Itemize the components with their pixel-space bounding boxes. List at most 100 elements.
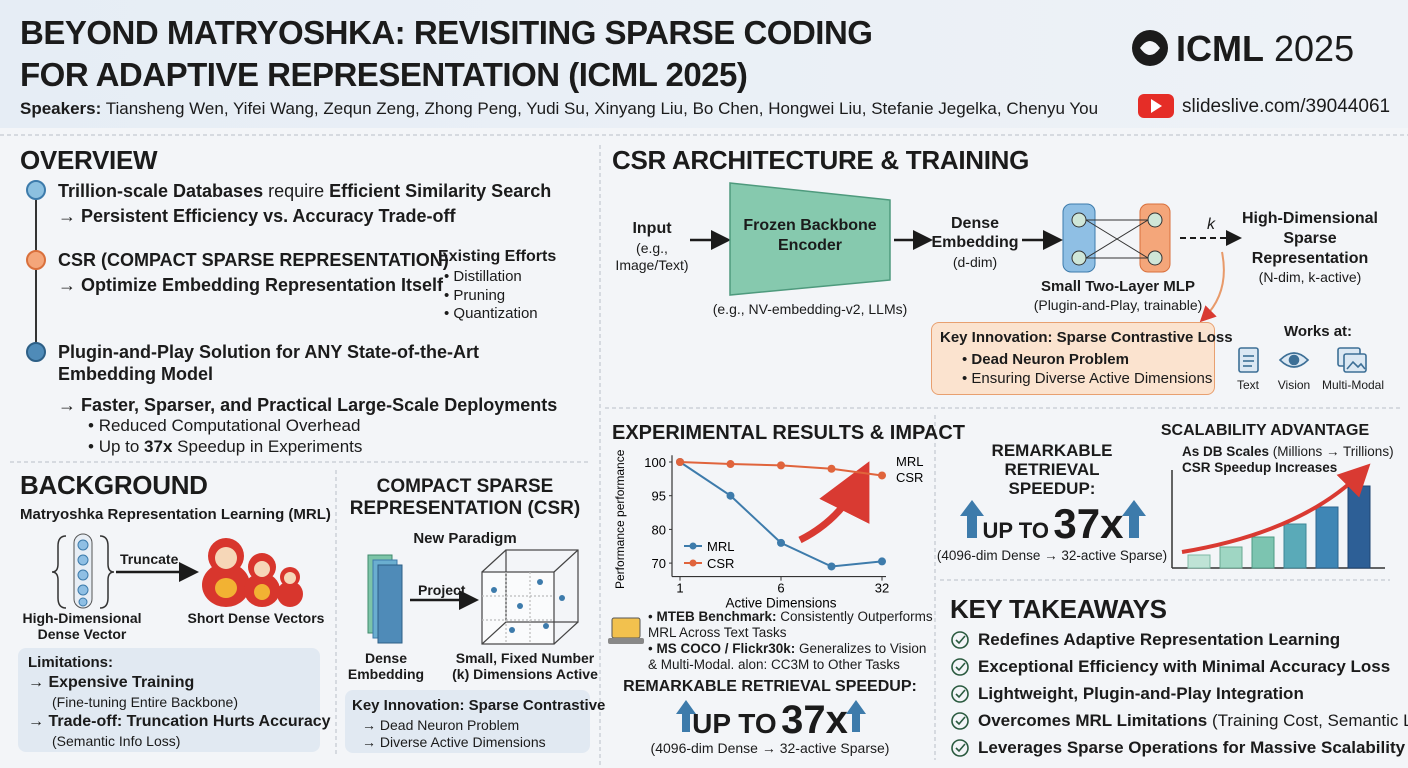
csr-title: REPRESENTATION (CSR) <box>349 498 581 519</box>
matryoshka-dolls <box>202 538 303 607</box>
overview-item: Embedding Model <box>58 364 213 384</box>
output-label: High-Dimensional <box>1241 210 1379 227</box>
y-tick-label: 80 <box>652 522 666 537</box>
video-link[interactable]: slideslive.com/39044061 <box>1182 96 1391 117</box>
mrl-title: Matryoshka Representation Learning (MRL) <box>20 506 331 523</box>
bold: Overcomes MRL Limitations <box>978 711 1208 730</box>
csr-left-label: Embedding <box>347 666 425 682</box>
dense-vector <box>51 533 115 609</box>
series-end-label: CSR <box>896 470 923 485</box>
existing-item: • Pruning <box>444 287 506 304</box>
innovation-box <box>931 322 1215 395</box>
csr-innovation-box <box>345 690 590 753</box>
overview-item: CSR (COMPACT SPARSE REPRESENTATION) <box>58 250 449 270</box>
venue-name: ICML <box>1176 28 1264 69</box>
data-point <box>827 562 836 571</box>
results-chart: 100 95 80 70 1 6 32 Active Dimensions Performanc… <box>613 449 923 610</box>
innovation-item: • Ensuring Diverse Active Dimensions <box>962 370 1213 387</box>
limitation-sub: (Semantic Info Loss) <box>52 733 181 749</box>
up-to: UP TO <box>692 708 777 739</box>
youtube-play <box>1151 99 1162 113</box>
bold: Trillion-scale Databases <box>58 181 264 201</box>
existing-item: • Distillation <box>444 268 522 285</box>
speedup-value: UP TO 37x <box>983 500 1124 548</box>
text: Dead Neuron Problem <box>971 351 1129 368</box>
output-label: Sparse <box>1283 230 1337 247</box>
mlp-sub: (Plugin-and-Play, trainable) <box>1033 297 1203 313</box>
finding: • MTEB Benchmark: Consistently Outperfor… <box>648 609 933 640</box>
works-item: Text <box>1236 378 1260 392</box>
text: Ensuring Diverse Active Dimensions <box>971 370 1213 387</box>
series-end-label: MRL <box>896 454 923 469</box>
dense-vector-label: Dense Vector <box>37 626 127 642</box>
truncate-label: Truncate <box>120 551 179 567</box>
section-heading: EXPERIMENTAL RESULTS & IMPACT <box>612 422 965 444</box>
legend-swatch <box>689 542 697 550</box>
venue-year: 2025 <box>1274 28 1355 69</box>
data-point <box>726 491 735 500</box>
speedup-title: REMARKABLE RETRIEVAL SPEEDUP: <box>991 441 1113 498</box>
mlp-diagram <box>1062 203 1171 273</box>
encoder-shape <box>729 182 891 296</box>
text: Distillation <box>453 268 522 285</box>
data-point <box>878 471 886 480</box>
speedup-note: (4096-dim Dense → 32-active Sparse) <box>936 548 1168 563</box>
bold: 37x <box>144 437 173 456</box>
takeaway: Leverages Sparse Operations for Massive … <box>978 738 1406 757</box>
text: (Training Cost, Semantic Loss) <box>1211 711 1408 730</box>
works-title: Works at: <box>1283 323 1353 340</box>
x-axis-label: Active Dimensions <box>725 596 836 611</box>
section-heading: CSR ARCHITECTURE & TRAINING <box>612 145 1030 175</box>
sparse-cube <box>481 549 579 645</box>
bold: Efficient Similarity Search <box>329 181 552 201</box>
x-tick-label: 6 <box>777 581 784 596</box>
encoder-label: Encoder <box>777 237 843 254</box>
encoder-note: (e.g., NV-embedding-v2, LLMs) <box>712 301 908 317</box>
bold: MS COCO / Flickr30k: <box>656 641 796 656</box>
output-label: Representation <box>1251 250 1369 267</box>
takeaway: Exceptional Efficiency with Minimal Accu… <box>978 657 1391 676</box>
dividers <box>0 134 1408 765</box>
y-axis-label: Performance performance <box>613 449 627 589</box>
csr-title: COMPACT SPARSE <box>376 476 554 497</box>
input-sub: Image/Text) <box>615 257 689 273</box>
speakers-names: Tiansheng Wen, Yifei Wang, Zequn Zeng, Z… <box>105 99 1099 118</box>
speakers: Speakers: Tiansheng Wen, Yifei Wang, Zeq… <box>20 99 1098 119</box>
legend-swatch <box>689 559 697 567</box>
data-point <box>777 461 785 470</box>
y-tick-label: 100 <box>644 455 666 470</box>
mlp-label: Small Two-Layer MLP <box>1041 278 1195 295</box>
encoder-label: Frozen Backbone <box>743 217 877 234</box>
text: Speedup in Experiments <box>172 437 363 456</box>
scalability-line: CSR Speedup Increases <box>1182 460 1338 475</box>
bold: As DB Scales <box>1182 444 1270 459</box>
limitations-box <box>18 648 320 752</box>
csr-innovation-title: Key Innovation: Sparse Contrastive <box>352 697 606 714</box>
up-to: UP TO <box>982 518 1049 543</box>
innovation-title: Key Innovation: Sparse Contrastive Loss <box>940 329 1233 346</box>
x-tick-label: 1 <box>676 581 683 596</box>
y-tick-label: 95 <box>652 489 666 504</box>
scalability-chart <box>1171 463 1385 569</box>
overview-sub: → Persistent Efficiency vs. Accuracy Tra… <box>58 206 456 226</box>
arrow <box>1199 251 1225 323</box>
findings-icon <box>608 617 644 644</box>
check-icons <box>951 631 969 757</box>
value: 37x <box>781 698 848 742</box>
legend-label: CSR <box>707 556 734 571</box>
speedup-title: REMARKABLE RETRIEVAL SPEEDUP: <box>623 678 917 695</box>
limitations-title: Limitations: <box>28 654 113 671</box>
csr-innovation-item: → Diverse Active Dimensions <box>362 734 546 750</box>
speedup-note: (4096-dim Dense → 32-active Sparse) <box>650 740 890 756</box>
csr-innovation-item: → Dead Neuron Problem <box>362 717 520 733</box>
text: (Millions → Trillions) <box>1269 444 1394 459</box>
text: Up to <box>98 437 145 456</box>
speedup-arrows <box>676 500 1146 732</box>
timeline-dot <box>26 250 46 270</box>
data-point <box>827 464 836 473</box>
text: Consistently Outperforms MRL Across Text… <box>648 609 933 640</box>
limitation-sub: (Fine-tuning Entire Backbone) <box>52 694 238 710</box>
overview-bullet: • Up to 37x Speedup in Experiments <box>88 437 363 456</box>
overview-bullet: • Reduced Computational Overhead <box>88 416 361 435</box>
overview-item: Trillion-scale Databases require Efficie… <box>58 181 551 202</box>
